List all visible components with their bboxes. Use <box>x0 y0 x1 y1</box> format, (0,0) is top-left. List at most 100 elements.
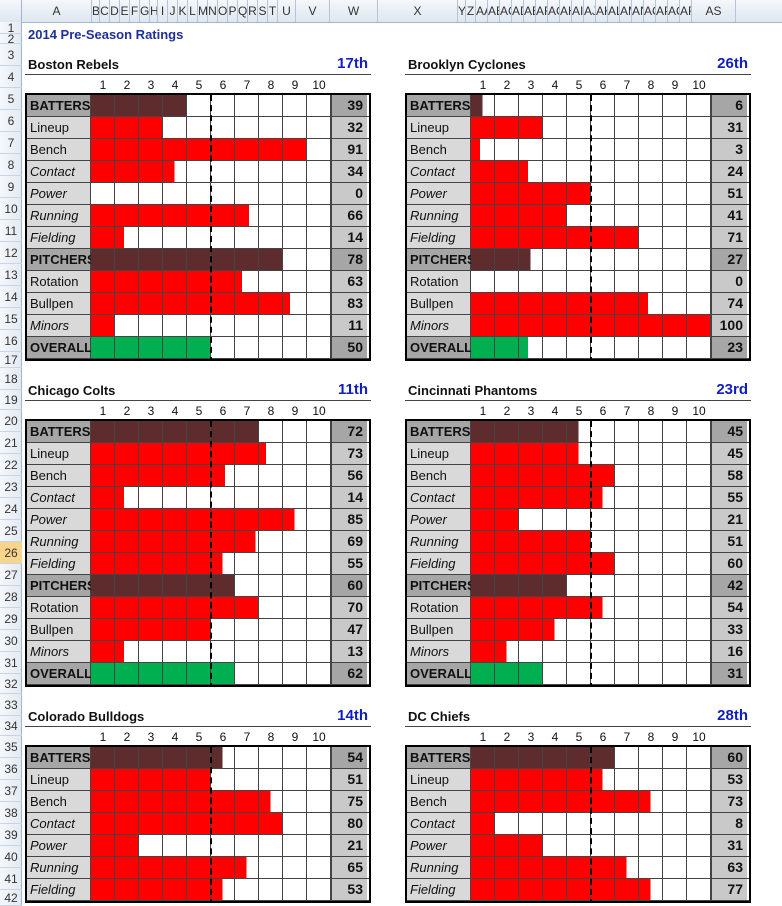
rating-cell[interactable] <box>163 95 187 116</box>
rating-cell[interactable] <box>591 205 615 226</box>
rating-cell[interactable] <box>543 337 567 358</box>
rating-cell[interactable] <box>91 879 115 900</box>
column-header-as[interactable]: AS <box>692 0 736 22</box>
rating-cell[interactable] <box>283 509 307 530</box>
column-header-r[interactable]: R <box>248 0 258 22</box>
rating-cell[interactable] <box>283 531 307 552</box>
rating-cell[interactable] <box>139 117 163 138</box>
rating-label[interactable]: BATTERS <box>407 95 471 116</box>
rating-cell[interactable] <box>591 597 615 618</box>
rating-cell[interactable] <box>567 791 591 812</box>
rating-cell[interactable] <box>591 641 615 662</box>
rating-label[interactable]: Rotation <box>407 271 471 292</box>
rating-value[interactable]: 91 <box>331 139 367 160</box>
rating-cell[interactable] <box>307 531 331 552</box>
rating-cell[interactable] <box>163 487 187 508</box>
rating-cell[interactable] <box>115 769 139 790</box>
rating-cell[interactable] <box>307 747 331 768</box>
team-name[interactable]: Boston Rebels <box>28 57 120 72</box>
rating-cell[interactable] <box>283 747 307 768</box>
rating-cell[interactable] <box>163 813 187 834</box>
rating-cell[interactable] <box>211 293 235 314</box>
rating-cell[interactable] <box>543 183 567 204</box>
rating-cell[interactable] <box>615 813 639 834</box>
rating-cell[interactable] <box>543 95 567 116</box>
column-header-p[interactable]: P <box>228 0 238 22</box>
rating-value[interactable]: 14 <box>331 227 367 248</box>
rating-cell[interactable] <box>495 95 519 116</box>
rating-cell[interactable] <box>283 791 307 812</box>
rating-cell[interactable] <box>495 597 519 618</box>
column-header-al[interactable]: AL <box>608 0 620 22</box>
team-rank[interactable]: 28th <box>717 707 748 724</box>
rating-cell[interactable] <box>211 421 235 442</box>
rating-cell[interactable] <box>471 487 495 508</box>
rating-cell[interactable] <box>519 813 543 834</box>
rating-cell[interactable] <box>259 769 283 790</box>
rating-cell[interactable] <box>139 641 163 662</box>
column-header-c[interactable]: C <box>100 0 110 22</box>
rating-cell[interactable] <box>567 835 591 856</box>
row-header-30[interactable]: 30 <box>0 630 22 652</box>
rating-cell[interactable] <box>211 813 235 834</box>
rating-cell[interactable] <box>187 857 211 878</box>
rating-value[interactable]: 75 <box>331 791 367 812</box>
rating-cell[interactable] <box>495 227 519 248</box>
rating-cell[interactable] <box>307 619 331 640</box>
rating-cell[interactable] <box>615 95 639 116</box>
rating-cell[interactable] <box>591 531 615 552</box>
rating-cell[interactable] <box>567 553 591 574</box>
rating-label[interactable]: Minors <box>27 315 91 336</box>
rating-cell[interactable] <box>591 857 615 878</box>
rating-cell[interactable] <box>519 575 543 596</box>
rating-label[interactable]: Bench <box>407 139 471 160</box>
rating-cell[interactable] <box>187 117 211 138</box>
rating-cell[interactable] <box>519 641 543 662</box>
column-header-ah[interactable]: AH <box>560 0 572 22</box>
row-header-36[interactable]: 36 <box>0 758 22 780</box>
rating-cell[interactable] <box>259 117 283 138</box>
rating-cell[interactable] <box>639 293 663 314</box>
rating-cell[interactable] <box>543 465 567 486</box>
rating-cell[interactable] <box>211 227 235 248</box>
rating-cell[interactable] <box>519 421 543 442</box>
rating-cell[interactable] <box>543 249 567 270</box>
rating-cell[interactable] <box>615 421 639 442</box>
rating-cell[interactable] <box>139 663 163 684</box>
rating-cell[interactable] <box>567 117 591 138</box>
rating-cell[interactable] <box>283 227 307 248</box>
rating-cell[interactable] <box>471 271 495 292</box>
rating-cell[interactable] <box>687 487 711 508</box>
row-header-24[interactable]: 24 <box>0 498 22 520</box>
rating-cell[interactable] <box>495 443 519 464</box>
rating-cell[interactable] <box>187 531 211 552</box>
rating-cell[interactable] <box>687 465 711 486</box>
rating-label[interactable]: Running <box>407 531 471 552</box>
rating-label[interactable]: Lineup <box>407 117 471 138</box>
rating-cell[interactable] <box>495 509 519 530</box>
rating-cell[interactable] <box>163 619 187 640</box>
rating-label[interactable]: Bench <box>27 791 91 812</box>
rating-cell[interactable] <box>115 465 139 486</box>
rating-cell[interactable] <box>115 597 139 618</box>
rating-cell[interactable] <box>687 813 711 834</box>
rating-cell[interactable] <box>591 465 615 486</box>
rating-value[interactable]: 6 <box>711 95 747 116</box>
rating-cell[interactable] <box>259 487 283 508</box>
rating-cell[interactable] <box>639 421 663 442</box>
rating-cell[interactable] <box>307 183 331 204</box>
row-header-6[interactable]: 6 <box>0 110 22 132</box>
rating-cell[interactable] <box>543 835 567 856</box>
rating-cell[interactable] <box>639 835 663 856</box>
rating-cell[interactable] <box>283 835 307 856</box>
rating-cell[interactable] <box>567 161 591 182</box>
rating-cell[interactable] <box>187 553 211 574</box>
rating-cell[interactable] <box>91 769 115 790</box>
rating-cell[interactable] <box>567 747 591 768</box>
rating-value[interactable]: 13 <box>331 641 367 662</box>
rating-cell[interactable] <box>495 293 519 314</box>
rating-cell[interactable] <box>471 465 495 486</box>
rating-cell[interactable] <box>639 879 663 900</box>
row-header-3[interactable]: 3 <box>0 44 22 66</box>
rating-cell[interactable] <box>307 487 331 508</box>
